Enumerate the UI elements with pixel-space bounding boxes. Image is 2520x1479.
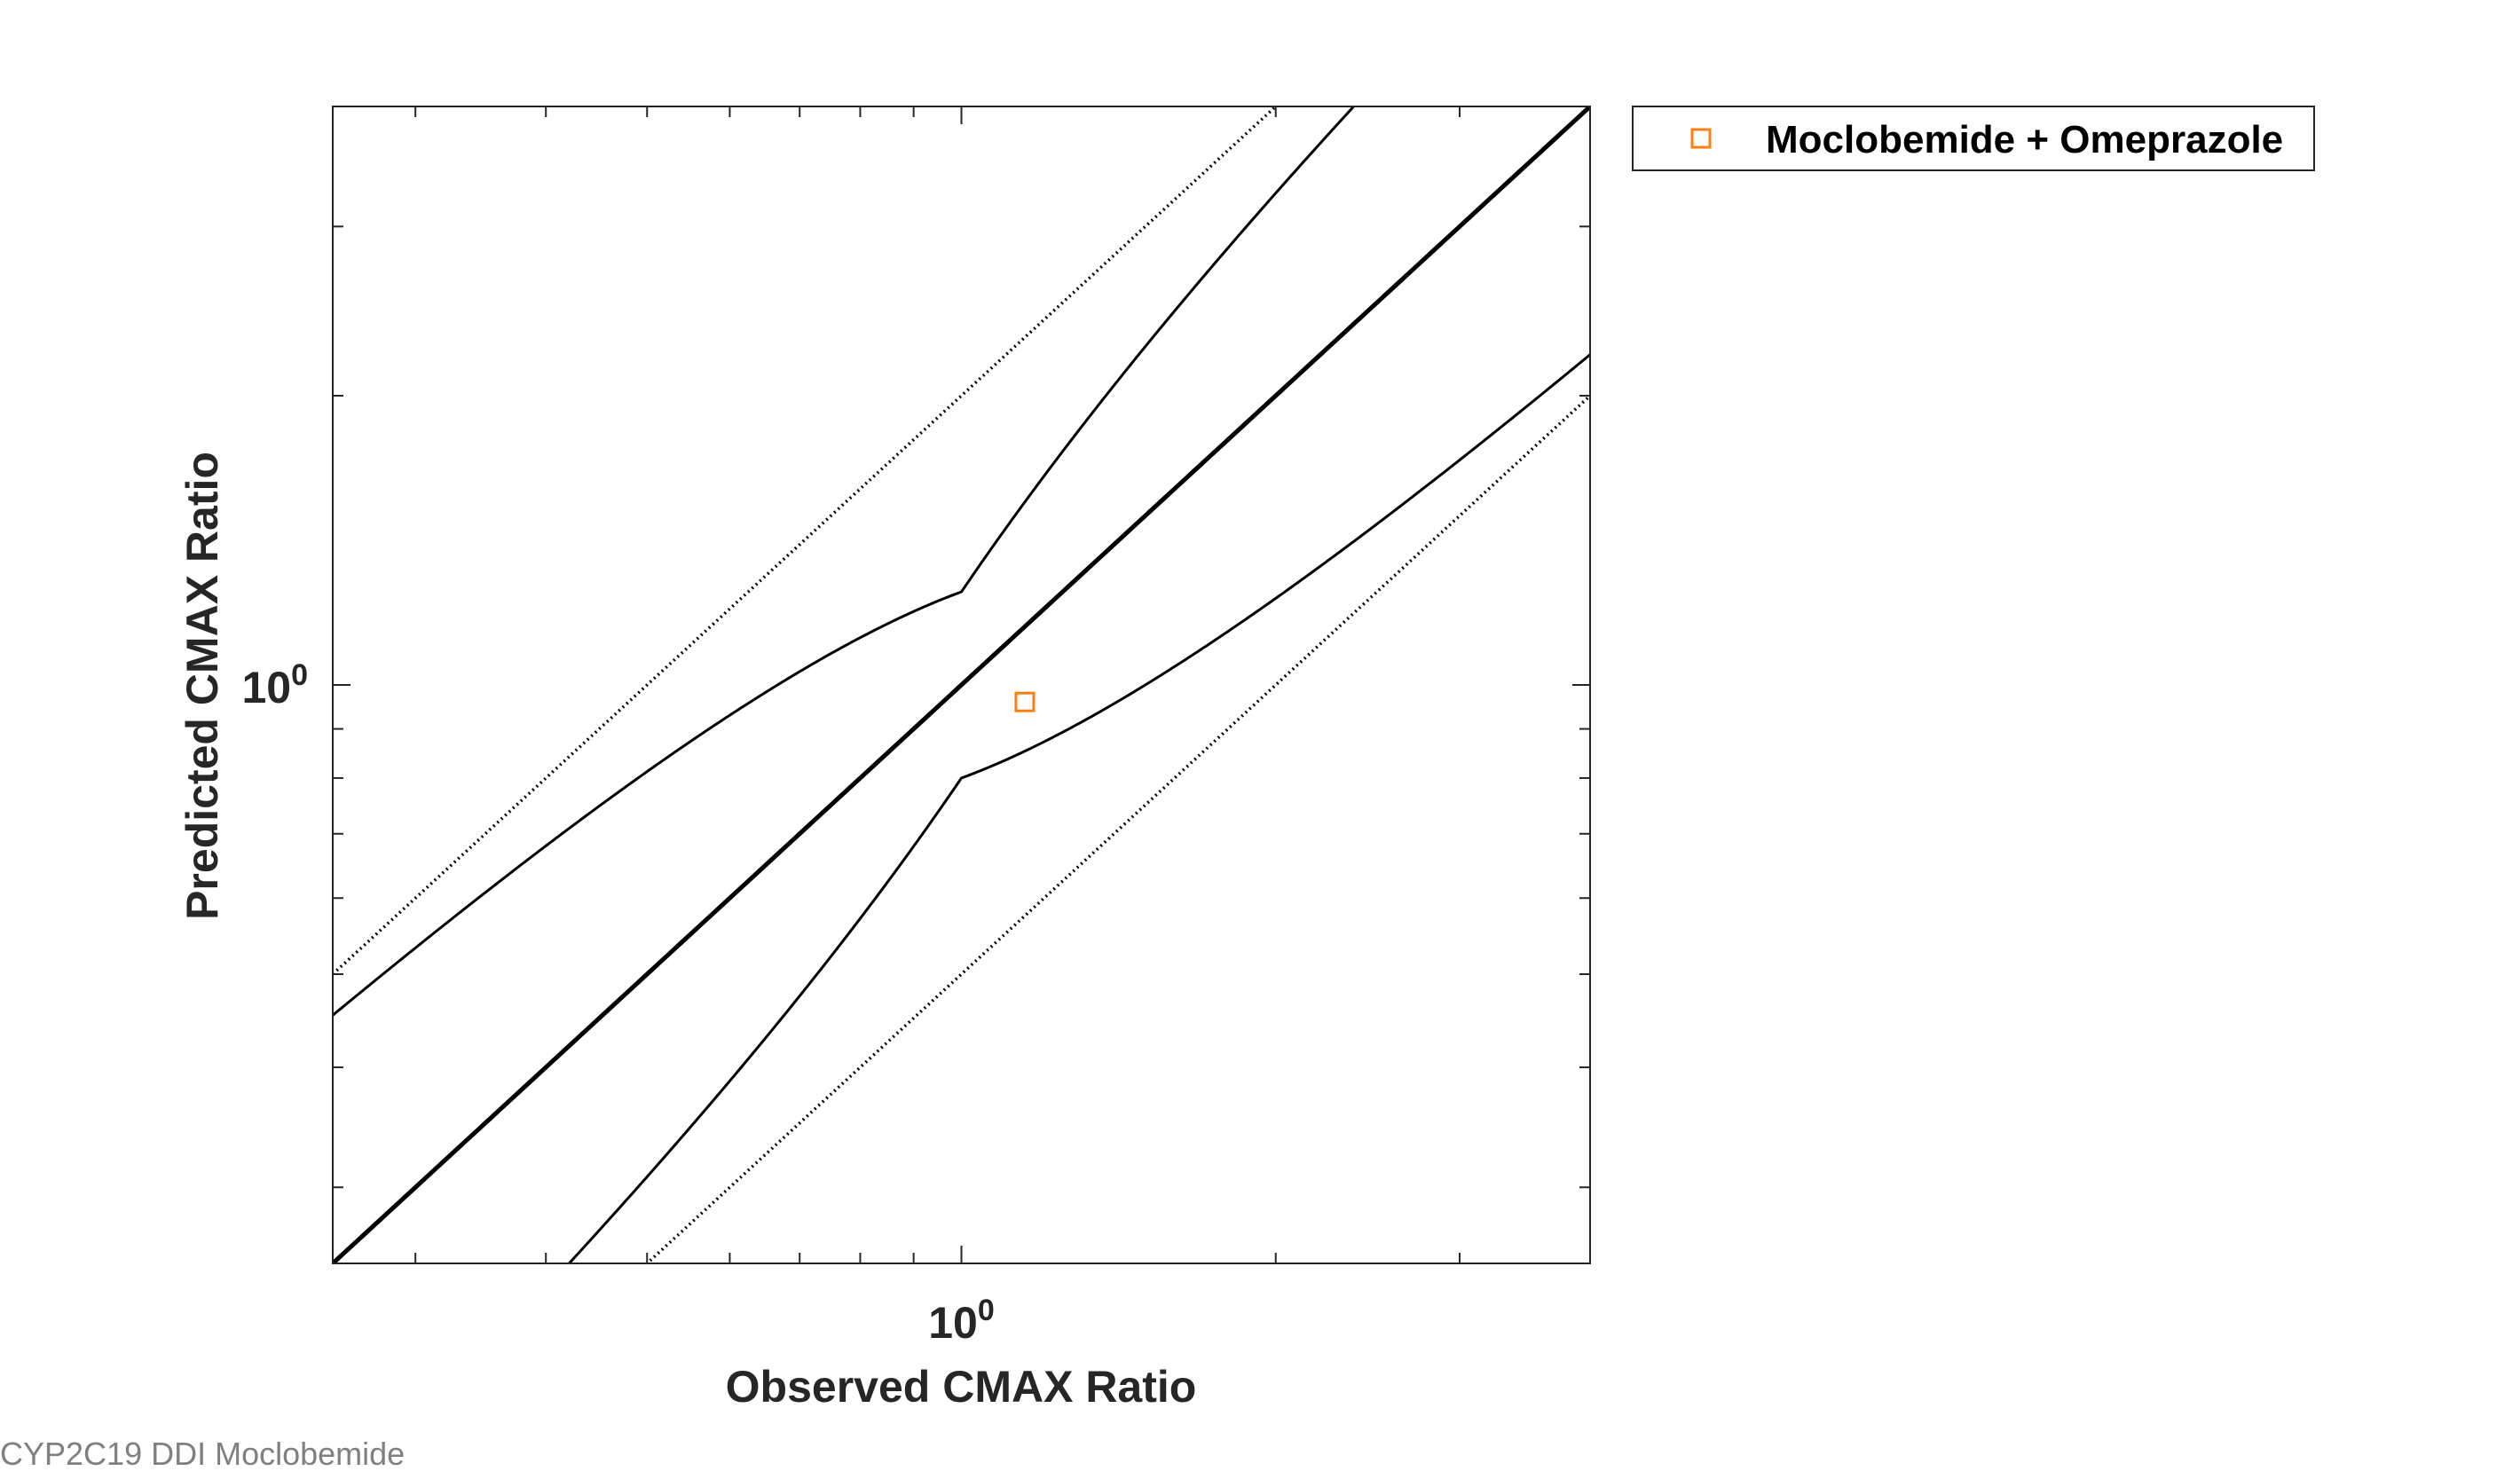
data-points — [1014, 691, 1036, 712]
legend: Moclobemide + Omeprazole — [1632, 106, 2315, 171]
lower-guest-limit — [567, 353, 1590, 1263]
x-tick-label: 100 — [928, 1294, 995, 1348]
upper-guest-limit — [333, 106, 1356, 1017]
legend-label: Moclobemide + Omeprazole — [1766, 118, 2283, 161]
legend-marker — [1690, 128, 1712, 149]
unity-line — [333, 106, 1590, 1263]
x-axis-label: Observed CMAX Ratio — [726, 1362, 1197, 1412]
plot-axes — [332, 106, 1591, 1264]
tick-labels: 100 100 — [241, 658, 994, 1348]
footer-caption: CYP2C19 DDI Moclobemide — [0, 1436, 406, 1472]
reference-lines — [333, 106, 1590, 1263]
upper-2-fold-line — [333, 106, 1279, 976]
y-axis-label: Predicted CMAX Ratio — [177, 452, 227, 920]
y-tick-label: 100 — [241, 658, 308, 712]
legend-box — [1632, 106, 2315, 171]
data-point — [1014, 691, 1036, 712]
